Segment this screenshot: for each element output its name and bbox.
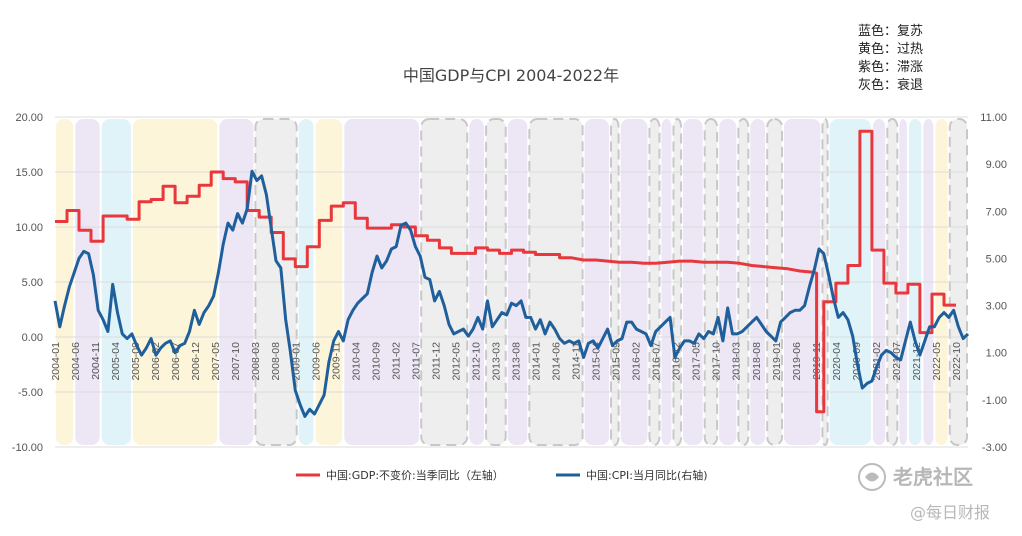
right-tick-label: 11.00 bbox=[980, 112, 1007, 124]
legend-label-gdp: 中国:GDP:不变价:当季同比（左轴） bbox=[326, 468, 504, 482]
left-tick-label: -5.00 bbox=[18, 387, 43, 399]
x-tick-label: 2022-05 bbox=[931, 342, 943, 381]
watermark-logo: 老虎社区 bbox=[893, 465, 973, 489]
x-tick-label: 2014-01 bbox=[531, 342, 543, 381]
note-recession: 灰色：衰退 bbox=[858, 77, 923, 93]
x-tick-label: 2019-06 bbox=[791, 342, 803, 381]
left-tick-label: -10.00 bbox=[12, 442, 43, 454]
legend: 中国:GDP:不变价:当季同比（左轴） 中国:CPI:当月同比(右轴) bbox=[296, 468, 708, 482]
x-tick-label: 2006-12 bbox=[190, 342, 202, 381]
series bbox=[53, 129, 970, 418]
legend-label-cpi: 中国:CPI:当月同比(右轴) bbox=[586, 468, 708, 482]
left-tick-label: 10.00 bbox=[15, 222, 43, 234]
series-line-gdp bbox=[55, 129, 956, 414]
x-tick-label: 2016-07 bbox=[651, 342, 663, 381]
x-tick-label: 2020-04 bbox=[831, 342, 843, 381]
x-tick-label: 2013-03 bbox=[490, 342, 502, 381]
note-overheat: 黄色：过热 bbox=[858, 41, 923, 57]
x-tick-label: 2008-03 bbox=[250, 342, 262, 381]
right-tick-label: 9.00 bbox=[986, 159, 1007, 171]
left-tick-label: 15.00 bbox=[15, 167, 43, 179]
x-tick-label: 2004-01 bbox=[50, 342, 62, 381]
chart-title: 中国GDP与CPI 2004-2022年 bbox=[403, 66, 619, 85]
x-tick-label: 2017-10 bbox=[711, 342, 723, 381]
x-axis: 2004-01 2004-06 2004-11 2005-04 2005-09 2006-… bbox=[50, 342, 963, 381]
x-tick-label: 2007-10 bbox=[230, 342, 242, 381]
x-tick-label: 2016-02 bbox=[631, 342, 643, 381]
left-tick-label: 0.00 bbox=[22, 332, 43, 344]
x-tick-label: 2005-04 bbox=[110, 342, 122, 381]
right-axis: 11.00 9.00 7.00 5.00 3.00 1.00 -1.00 -3.00 bbox=[980, 112, 1007, 454]
right-tick-label: 1.00 bbox=[986, 348, 1007, 360]
x-tick-label: 2004-11 bbox=[90, 342, 102, 380]
x-tick-label: 2021-07 bbox=[891, 342, 903, 381]
x-tick-label: 2009-11 bbox=[330, 342, 342, 380]
x-tick-label: 2008-08 bbox=[270, 342, 282, 381]
x-tick-label: 2007-05 bbox=[210, 342, 222, 381]
note-recovery: 蓝色：复苏 bbox=[858, 23, 923, 39]
x-tick-label: 2011-07 bbox=[410, 342, 422, 380]
phase-notes: 蓝色：复苏 黄色：过热 紫色：滞涨 灰色：衰退 bbox=[858, 23, 923, 93]
x-tick-label: 2010-04 bbox=[350, 342, 362, 381]
gridlines bbox=[55, 116, 968, 448]
x-tick-label: 2011-02 bbox=[390, 342, 402, 380]
right-tick-label: 7.00 bbox=[986, 206, 1007, 218]
x-tick-label: 2015-09 bbox=[611, 342, 623, 381]
x-tick-label: 2019-01 bbox=[771, 342, 783, 381]
x-tick-label: 2015-04 bbox=[591, 342, 603, 381]
x-tick-label: 2011-12 bbox=[430, 342, 442, 380]
x-tick-label: 2018-03 bbox=[731, 342, 743, 381]
right-tick-label: -3.00 bbox=[982, 442, 1007, 454]
x-tick-label: 2022-10 bbox=[951, 342, 963, 381]
tiger-icon-stripe bbox=[865, 472, 879, 482]
left-axis: 20.00 15.00 10.00 5.00 0.00 -5.00 -10.00 bbox=[12, 112, 43, 454]
x-tick-label: 2010-09 bbox=[370, 342, 382, 381]
x-tick-label: 2018-08 bbox=[751, 342, 763, 381]
left-tick-label: 20.00 bbox=[15, 112, 43, 124]
x-tick-label: 2014-11 bbox=[571, 342, 583, 380]
watermark-sub: @每日财报 bbox=[910, 503, 990, 522]
right-tick-label: 5.00 bbox=[986, 253, 1007, 265]
series-line-cpi bbox=[53, 169, 970, 418]
right-tick-label: 3.00 bbox=[986, 301, 1007, 313]
note-stagflation: 紫色：滞涨 bbox=[858, 59, 923, 75]
x-tick-label: 2009-06 bbox=[310, 342, 322, 381]
x-tick-label: 2014-06 bbox=[551, 342, 563, 381]
x-tick-label: 2017-05 bbox=[691, 342, 703, 381]
x-tick-label: 2013-08 bbox=[511, 342, 523, 381]
right-tick-label: -1.00 bbox=[982, 395, 1007, 407]
tiger-icon bbox=[858, 463, 886, 491]
x-tick-label: 2004-06 bbox=[70, 342, 82, 381]
x-tick-label: 2012-10 bbox=[470, 342, 482, 381]
left-tick-label: 5.00 bbox=[22, 277, 43, 289]
x-tick-label: 2012-05 bbox=[450, 342, 462, 381]
watermark: 老虎社区 @每日财报 bbox=[858, 463, 990, 522]
